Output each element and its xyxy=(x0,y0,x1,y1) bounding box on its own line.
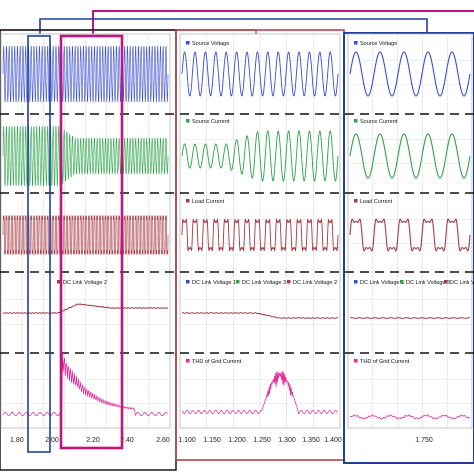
middle-legend-source-current: Source Current xyxy=(192,119,230,125)
right-legend-dc-link-1: DC Link Voltage 1 xyxy=(360,280,404,286)
right-legend-thd: THD of Grid Current xyxy=(360,359,410,365)
middle-tick-label: 1.350 xyxy=(302,437,320,444)
left-tick-label: 1.80 xyxy=(10,437,24,444)
right-source-current-wave xyxy=(349,133,471,179)
right-legend-dc-link-2: DC Link Voltage 2 xyxy=(450,280,474,286)
right-panel-frame xyxy=(343,32,474,464)
left-dc-link-voltage-2-line xyxy=(2,303,169,314)
left-load-current-wave xyxy=(2,215,169,255)
left-tick-label: 2.60 xyxy=(156,437,170,444)
middle-legend-dc-link-1-swatch xyxy=(186,280,190,284)
middle-legend-source-current-swatch xyxy=(186,119,190,123)
right-load-current-wave xyxy=(349,218,471,252)
legend-layer: Source Voltage Source Current Load Current… xyxy=(57,41,474,365)
right-legend-thd-swatch xyxy=(354,359,358,363)
panel-frames xyxy=(0,29,474,471)
right-legend-dc-link-1-swatch xyxy=(354,280,358,284)
right-legend-dc-link-3: DC Link Voltage 3 xyxy=(406,280,450,286)
connector-blue xyxy=(39,18,428,36)
right-x-ticks: 1.750 xyxy=(415,437,433,444)
middle-tick-label: 1.150 xyxy=(203,437,221,444)
middle-legend-source-voltage-swatch xyxy=(186,41,190,45)
middle-legend-dc-link-3: DC Link Voltage 3 xyxy=(242,280,286,286)
right-legend-load-current-swatch xyxy=(354,199,358,203)
highlight-box-blue xyxy=(27,35,51,453)
middle-legend-dc-link-2: DC Link Voltage 2 xyxy=(293,280,337,286)
left-tick-label: 2.00 xyxy=(45,437,59,444)
middle-tick-label: 1.300 xyxy=(278,437,296,444)
middle-load-current-wave xyxy=(181,218,339,252)
right-legend-dc-link-2-swatch xyxy=(444,280,448,284)
middle-tick-label: 1.400 xyxy=(324,437,342,444)
right-legend-source-current-swatch xyxy=(354,119,358,123)
right-legend-source-current: Source Current xyxy=(360,119,398,125)
connector-magenta xyxy=(92,10,474,36)
right-thd-line xyxy=(349,414,471,420)
middle-tick-label: 1.250 xyxy=(253,437,271,444)
middle-legend-dc-link-1: DC Link Voltage 1 xyxy=(192,280,236,286)
right-legend-source-voltage: Source Voltage xyxy=(360,41,397,47)
right-legend-source-voltage-swatch xyxy=(354,41,358,45)
right-source-voltage-wave xyxy=(349,51,471,97)
left-legend-dc-link-2: DC Link Voltage 2 xyxy=(63,280,107,286)
right-dc-link-voltage-line xyxy=(349,317,470,319)
left-source-voltage-wave xyxy=(2,45,169,103)
middle-legend-load-current-swatch xyxy=(186,199,190,203)
left-tick-label: 2.20 xyxy=(86,437,100,444)
right-legend-dc-link-3-swatch xyxy=(400,280,404,284)
middle-dc-link-voltage-line xyxy=(182,312,339,319)
middle-tick-label: 1.100 xyxy=(178,437,196,444)
left-thd-line xyxy=(2,352,168,417)
left-x-ticks: 1.80 2.00 2.20 2.40 2.60 xyxy=(10,437,170,444)
left-legend-dc-link-2-swatch xyxy=(57,280,61,284)
middle-legend-source-voltage: Source Voltage xyxy=(192,41,229,47)
middle-legend-dc-link-3-swatch xyxy=(236,280,240,284)
right-legend-load-current: Load Current xyxy=(360,199,393,205)
middle-legend-dc-link-2-swatch xyxy=(287,280,291,284)
middle-x-ticks: 1.100 1.150 1.200 1.250 1.300 1.350 1.40… xyxy=(178,437,342,444)
row-separators xyxy=(0,113,474,354)
middle-thd-line xyxy=(181,371,338,415)
waveform-series xyxy=(2,45,471,420)
middle-legend-load-current: Load Current xyxy=(192,199,225,205)
middle-source-voltage-wave xyxy=(181,51,339,97)
right-tick-label: 1.750 xyxy=(415,437,433,444)
left-source-current-wave xyxy=(2,125,169,187)
left-tick-label: 2.40 xyxy=(120,437,134,444)
highlight-box-magenta xyxy=(59,34,124,450)
middle-source-current-wave xyxy=(181,130,339,182)
middle-legend-thd-swatch xyxy=(186,359,190,363)
middle-tick-label: 1.200 xyxy=(228,437,246,444)
middle-legend-thd: THD of Grid Current xyxy=(192,359,242,365)
